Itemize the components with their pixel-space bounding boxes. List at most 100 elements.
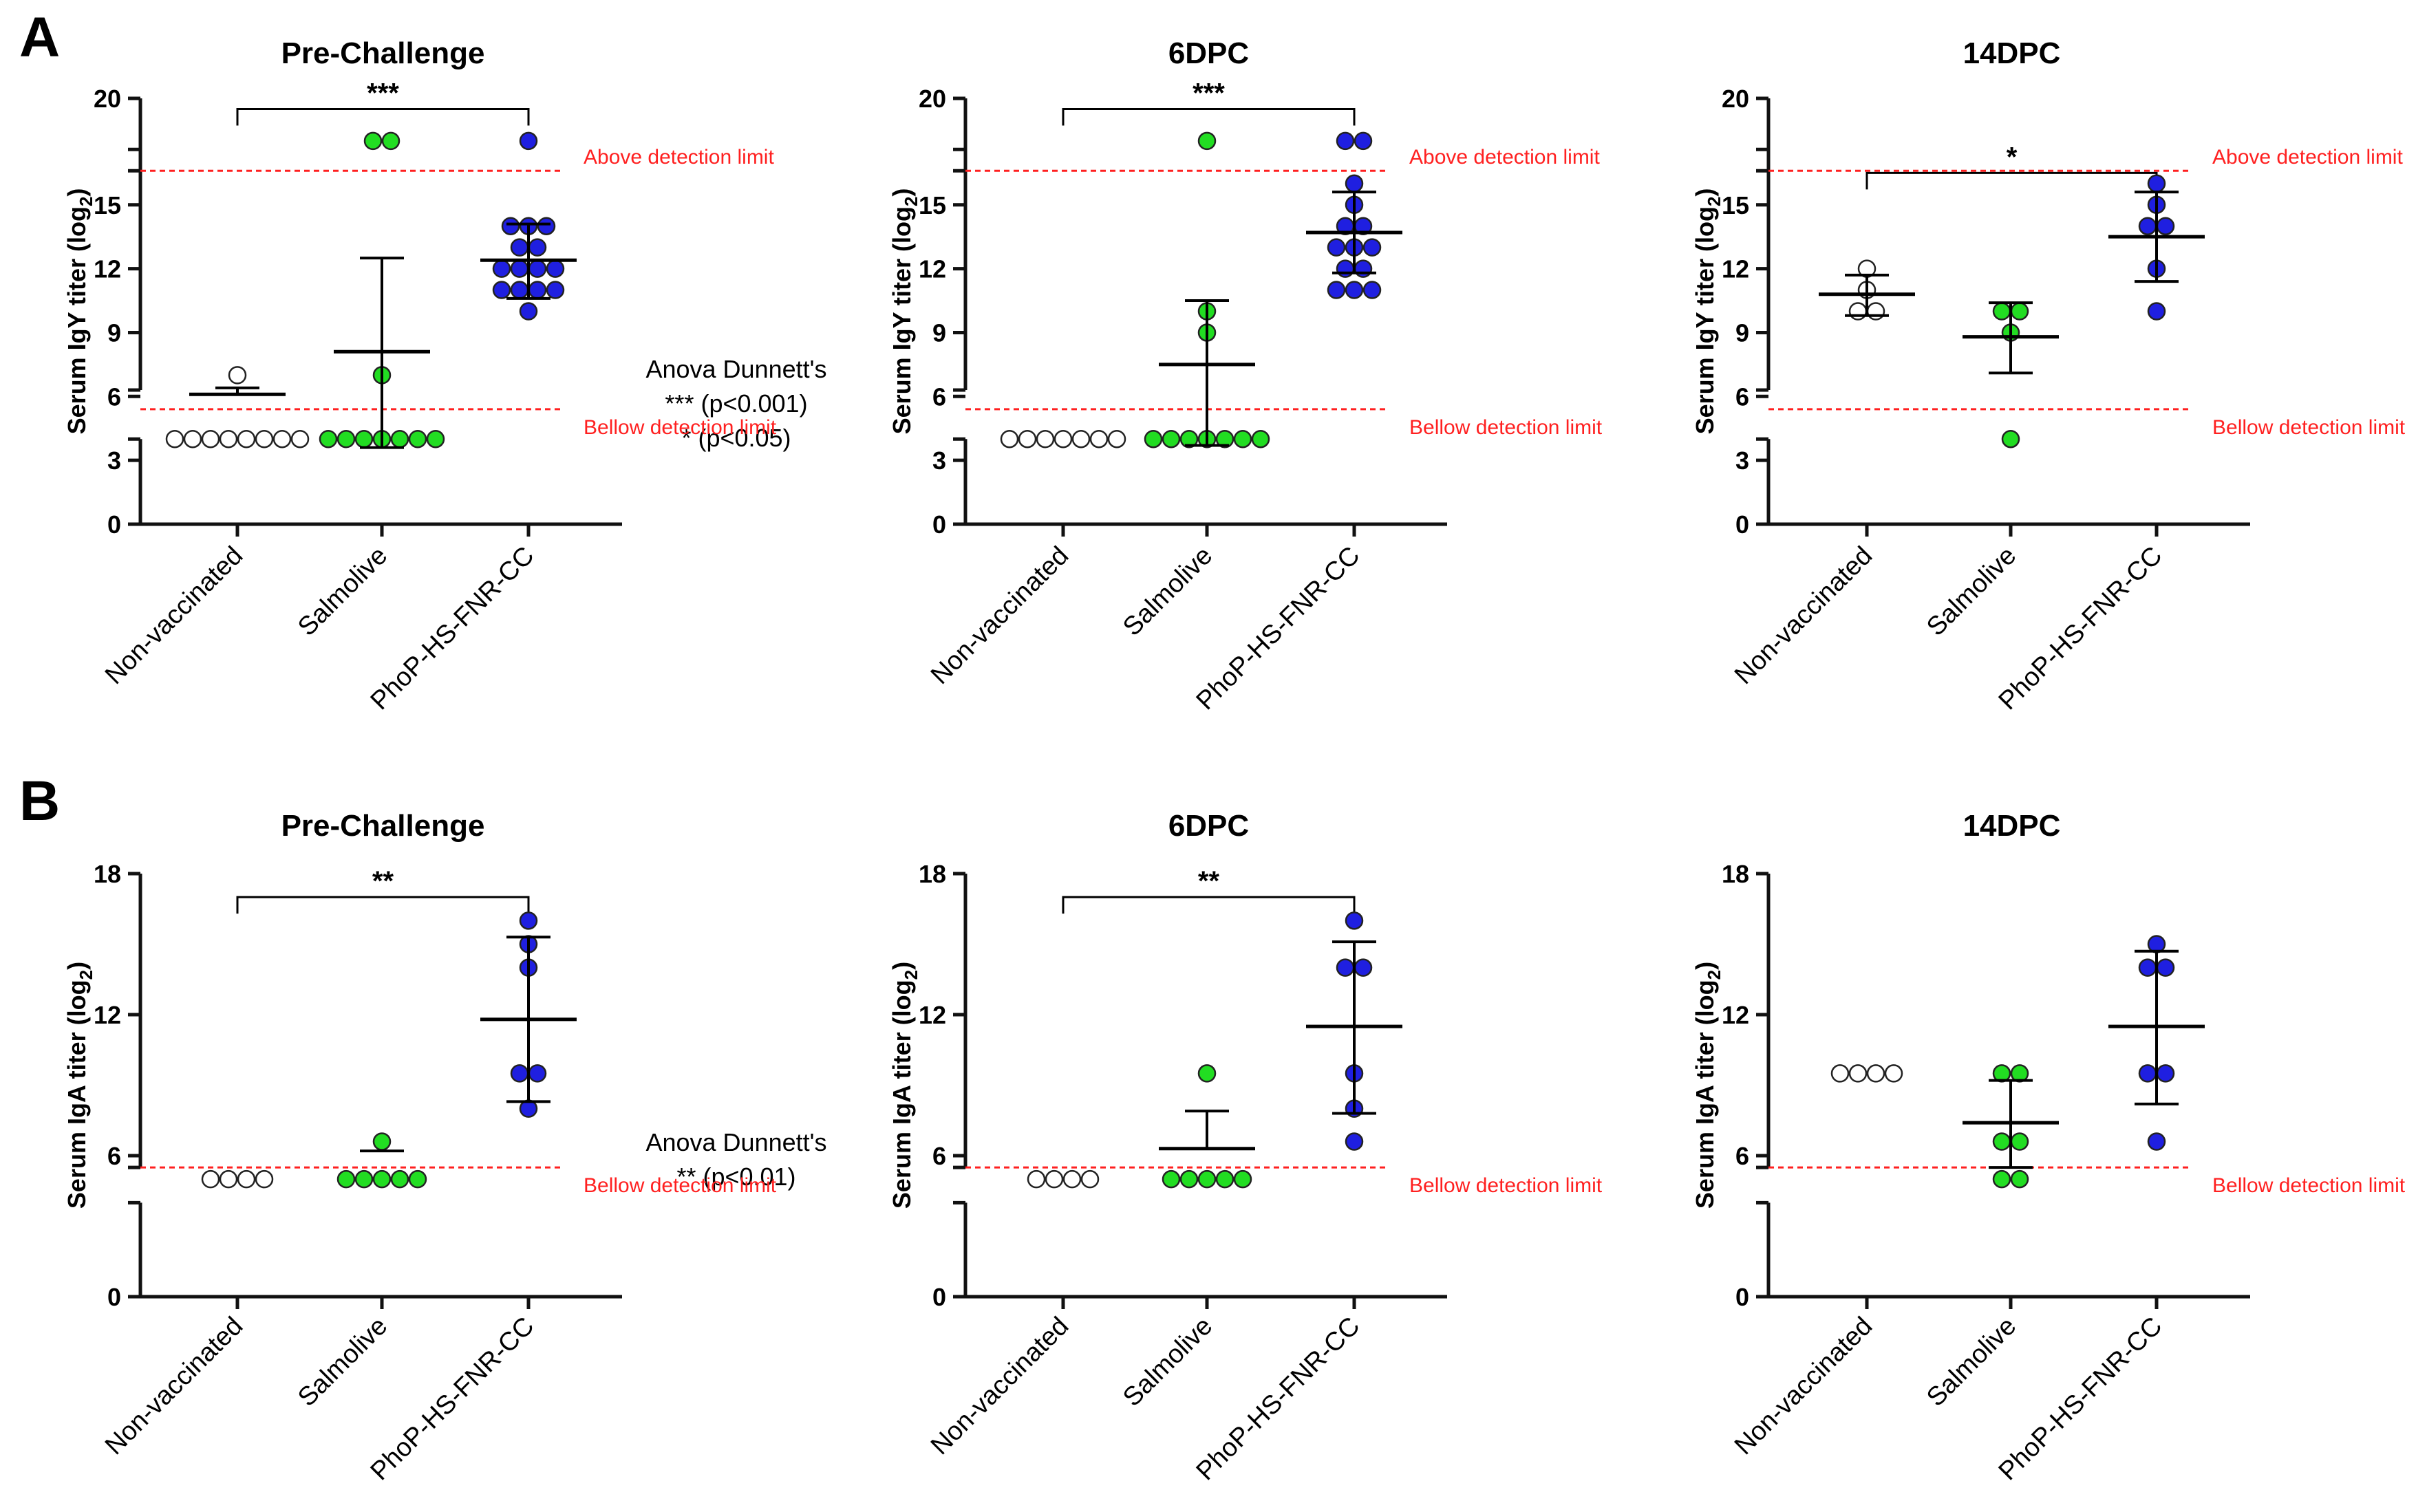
significance-bracket [1062,896,1356,914]
data-point [2156,1064,2175,1083]
data-point [354,1169,374,1189]
data-point [219,429,238,449]
chart-5: 6DPC Serum IgA titer (log2) 0 6 12 18 Non-vacc… [888,809,1603,1486]
x-tick-label: Salmolive [1118,1312,1218,1412]
data-point [1162,1169,1181,1189]
data-point [501,217,520,235]
chart-title: Pre-Challenge [281,809,485,843]
y-tick-label: 15 [919,191,946,219]
y-tick-label: 0 [932,510,946,539]
y-tick-label: 3 [107,446,121,475]
y-axis-label-sub: 2 [901,970,921,980]
data-point [1830,1064,1850,1083]
data-point [1345,1132,1364,1151]
data-point [1233,1169,1252,1189]
significance-bracket [1865,171,2158,190]
y-axis-label: Serum IgY titer (log2) [888,188,921,435]
y-axis-label-end: ) [888,188,916,197]
data-point [1354,131,1373,151]
significance-label: ** [372,866,394,896]
detection-limit-label: Bellow detection limit [584,1174,777,1197]
data-point [1336,131,1355,151]
y-tick-label: 18 [94,860,121,888]
significance-label: *** [367,78,399,108]
data-point [1345,174,1364,193]
y-tick-label: 9 [1735,318,1749,347]
data-point [2138,1064,2157,1083]
y-tick-label: 15 [94,191,121,219]
x-tick-label: PhoP-HS-FNR-CC [1191,541,1366,716]
y-tick-label: 6 [107,382,121,411]
y-axis-label: Serum IgY titer (log2) [1691,188,1724,435]
y-tick-label: 0 [1735,510,1749,539]
y-axis-label-sub: 2 [1704,970,1724,980]
detection-limit-label: Above detection limit [2212,146,2403,169]
data-point [546,259,565,278]
y-tick-label: 18 [919,860,946,888]
data-point [528,259,547,278]
significance-bracket [1062,107,1356,126]
y-tick-label: 6 [1735,382,1749,411]
data-point [519,302,538,321]
data-point [1027,1169,1046,1189]
y-tick-label: 20 [919,85,946,113]
y-tick-label: 20 [1722,85,1749,113]
y-tick-label: 3 [932,446,946,475]
x-tick-label: PhoP-HS-FNR-CC [365,541,540,716]
data-point [272,429,292,449]
x-tick-label: Salmolive [1921,1312,2022,1412]
x-tick-label: Non-vaccinated [100,541,248,690]
data-point [372,1132,392,1151]
data-point [1362,238,1382,257]
y-axis-label-sub: 2 [901,197,921,206]
data-point [1054,429,1073,449]
y-axis-label: Serum IgY titer (log2) [63,188,96,435]
x-tick-label: Non-vaccinated [100,1312,248,1460]
chart-title: 14DPC [1963,809,2061,843]
x-tick-label: Non-vaccinated [926,1312,1074,1460]
data-point [1866,302,1885,321]
data-point [1354,259,1373,278]
stats-note-b-line1: ** (p<0.01) [676,1163,796,1191]
x-tick-label: Salmolive [1118,541,1218,642]
detection-limit-label: Bellow detection limit [2212,416,2406,439]
stats-note-b-title: Anova Dunnett's [645,1128,827,1156]
data-point [1251,429,1270,449]
data-point [528,1064,547,1083]
y-tick-label: 0 [932,1283,946,1311]
data-point [237,429,256,449]
chart-2: 6DPC Serum IgY titer (log2) 0 3 6 9 12 15 20 Non-… [888,36,1603,715]
x-tick-label: Salmolive [292,1312,393,1412]
x-tick-label: PhoP-HS-FNR-CC [365,1312,540,1487]
x-tick-label: Salmolive [292,541,393,642]
y-axis-label-main: Serum IgY titer (log [1691,206,1719,434]
y-axis-label-sub: 2 [76,970,96,980]
stats-note-a-line2: * (p<0.05) [681,424,791,452]
data-point [354,429,374,449]
data-point [319,429,338,449]
data-point [2010,1132,2029,1151]
data-point [381,131,400,151]
y-tick-label: 6 [107,1142,121,1170]
y-tick-label: 9 [107,318,121,347]
data-point [1045,1169,1064,1189]
x-tick-label: PhoP-HS-FNR-CC [1993,541,2168,716]
data-point [1336,958,1355,977]
data-point [1197,131,1217,151]
data-point [519,911,538,930]
chart-1: Pre-Challenge Serum IgY titer (log2) 0 3 6 9 1… [63,36,777,715]
y-axis-label: Serum IgA titer (log2) [888,962,921,1209]
data-point [2156,958,2175,977]
data-point [1197,1064,1217,1083]
data-point [408,429,427,449]
y-tick-label: 12 [1722,1001,1749,1029]
y-axis-label: Serum IgA titer (log2) [63,962,96,1209]
detection-limit-label: Above detection limit [1409,146,1600,169]
y-tick-label: 20 [94,85,121,113]
data-point [1884,1064,1903,1083]
data-point [1992,302,2011,321]
y-tick-label: 0 [107,510,121,539]
y-tick-label: 9 [932,318,946,347]
detection-limit-label: Above detection limit [584,146,774,169]
